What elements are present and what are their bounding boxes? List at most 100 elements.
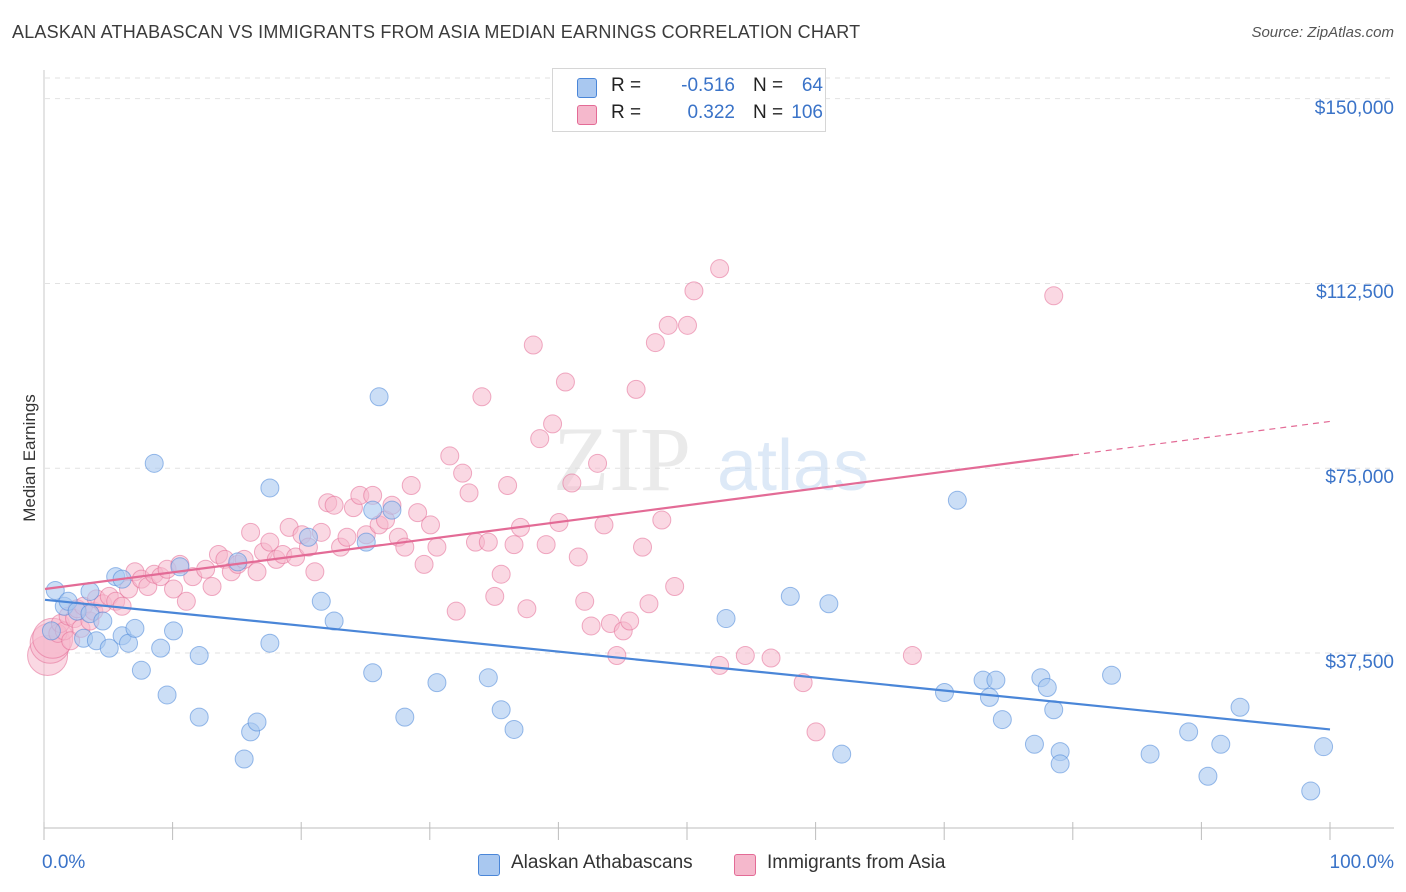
asia-point [806, 722, 826, 742]
bottom-legend-swatch-pink [734, 854, 756, 876]
watermark-zip: ZIP [553, 408, 691, 510]
trend-line-asia [44, 453, 1074, 591]
athabascan-point [151, 638, 171, 658]
asia-point [472, 387, 492, 407]
asia-point [536, 535, 556, 555]
athabascan-point [1102, 665, 1122, 685]
athabascan-point [1044, 700, 1064, 720]
legend-n-value: 106 [791, 102, 823, 123]
asia-point [652, 510, 672, 530]
asia-point [324, 495, 344, 515]
asia-point [1044, 286, 1064, 306]
athabascan-point [164, 621, 183, 641]
athabascan-point [819, 594, 839, 614]
x-tick-label-max: 100.0% [1329, 852, 1394, 873]
asia-point [639, 594, 659, 614]
chart-title: ALASKAN ATHABASCAN VS IMMIGRANTS FROM AS… [12, 22, 861, 42]
asia-point [793, 673, 813, 693]
asia-point [684, 281, 704, 301]
asia-point [620, 611, 640, 631]
athabascan-point [947, 490, 967, 510]
asia-point [517, 599, 537, 619]
legend-r-value: 0.322 [687, 102, 735, 123]
athabascan-point [369, 387, 389, 407]
athabascan-point [144, 453, 164, 473]
asia-point [453, 463, 473, 483]
asia-point [626, 379, 646, 399]
athabascan-point [298, 527, 318, 547]
athabascan-point [189, 646, 209, 666]
asia-point [665, 577, 685, 597]
asia-point [678, 315, 697, 335]
athabascan-point [157, 685, 177, 705]
legend-n-value: 64 [801, 75, 823, 96]
asia-point [459, 483, 479, 503]
asia-point [414, 554, 434, 574]
legend-n-label: N = [753, 75, 784, 96]
athabascan-point [1050, 754, 1070, 774]
athabascan-point [234, 749, 254, 769]
bottom-legend-label: Immigrants from Asia [767, 852, 946, 873]
asia-point [478, 532, 498, 552]
legend-n-label: N = [753, 102, 784, 123]
asia-point [408, 503, 428, 523]
bottom-legend-swatch-blue [478, 854, 500, 876]
athabascan-point [1179, 722, 1199, 742]
asia-point [421, 515, 440, 535]
athabascan-point [986, 670, 1006, 690]
asia-point [735, 646, 755, 666]
asia-point [305, 562, 325, 582]
athabascan-point [99, 638, 119, 658]
athabascan-point [1314, 737, 1334, 757]
asia-point [446, 601, 466, 621]
athabascan-point [427, 673, 447, 693]
asia-point [902, 646, 922, 666]
athabascan-point [1211, 734, 1231, 754]
asia-point [607, 646, 627, 666]
asia-point [176, 591, 196, 611]
y-tick-label: $37,500 [1325, 652, 1394, 674]
athabascan-point [1037, 678, 1057, 698]
athabascan-point [1230, 697, 1250, 717]
athabascan-point [228, 552, 248, 572]
asia-point [581, 616, 601, 636]
athabascan-point [478, 668, 498, 688]
y-tick-label: $112,500 [1316, 282, 1394, 304]
athabascan-point [1140, 744, 1160, 764]
athabascan-point [363, 663, 383, 683]
legend-r-value: -0.516 [681, 75, 735, 96]
athabascan-point [780, 586, 800, 606]
athabascan-point [260, 633, 280, 653]
asia-point [260, 532, 280, 552]
trend-lines [44, 420, 1331, 731]
asia-point [575, 591, 595, 611]
asia-point [401, 475, 421, 495]
athabascan-point [832, 744, 852, 764]
athabascan-point [80, 581, 100, 601]
asia-point [202, 577, 222, 597]
asia-point [633, 537, 653, 557]
asia-point [568, 547, 588, 567]
legend-swatch-blue [577, 78, 597, 98]
athabascan-point [979, 687, 999, 707]
asia-point [658, 315, 678, 335]
athabascan-point [189, 707, 209, 727]
bottom-legend-label: Alaskan Athabascans [511, 852, 693, 873]
athabascan-point [1198, 766, 1218, 786]
athabascan-point [311, 591, 331, 611]
asia-point [427, 537, 447, 557]
asia-point [645, 333, 665, 353]
athabascan-point [1024, 734, 1044, 754]
athabascan-point [716, 609, 736, 629]
legend-swatch-pink [577, 105, 597, 125]
watermark-atlas: atlas [717, 426, 869, 506]
trend-line-athabascan [44, 598, 1331, 731]
athabascan-point [395, 707, 415, 727]
athabascan-point [93, 611, 113, 631]
asia-point [440, 446, 460, 466]
x-axis [43, 70, 1394, 840]
athabascan-point [491, 700, 511, 720]
athabascan-point [247, 712, 267, 732]
asia-point [555, 372, 575, 392]
